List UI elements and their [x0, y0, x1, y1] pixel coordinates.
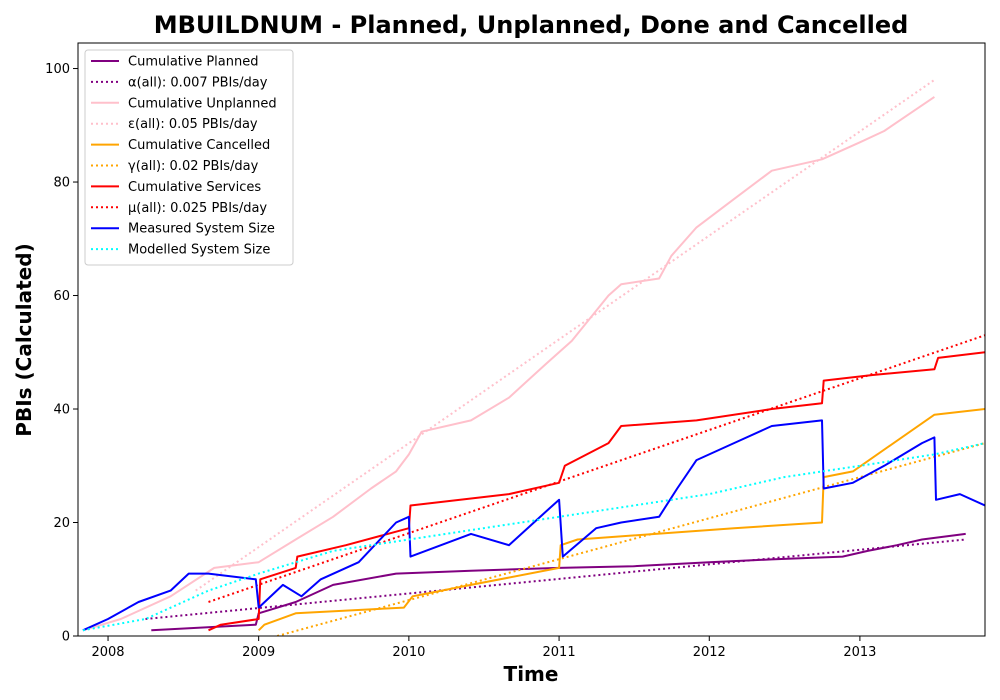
legend-label-cumulative-cancelled: Cumulative Cancelled: [128, 138, 270, 153]
x-tick-label: 2008: [91, 645, 124, 660]
legend: Cumulative Planned α(all): 0.007 PBIs/day…: [84, 49, 294, 266]
series-line-cumulative-unplanned: [82, 96, 935, 632]
series-line-cumulative-cancelled: [257, 408, 985, 632]
y-tick-label: 100: [45, 62, 70, 77]
legend-label-all-0-05-pbis-day: ε(all): 0.05 PBIs/day: [128, 117, 258, 132]
y-axis-label: PBIs (Calculated): [12, 243, 36, 436]
x-tick-label: 2011: [543, 645, 576, 660]
y-tick-label: 80: [53, 176, 70, 191]
chart-title: MBUILDNUM - Planned, Unplanned, Done and…: [154, 11, 909, 39]
plot-frame: [77, 42, 986, 637]
y-tick-label: 60: [53, 289, 70, 304]
series-line-all-0-025-pbis-day: [208, 334, 985, 603]
legend-label-cumulative-planned: Cumulative Planned: [128, 55, 258, 70]
y-tick-label: 0: [62, 630, 70, 645]
legend-label-all-0-025-pbis-day: μ(all): 0.025 PBIs/day: [128, 201, 267, 216]
legend-label-all-0-007-pbis-day: α(all): 0.007 PBIs/day: [128, 75, 268, 90]
legend-label-all-0-02-pbis-day: γ(all): 0.02 PBIs/day: [128, 159, 259, 174]
x-tick-label: 2012: [693, 645, 726, 660]
y-tick-label: 20: [53, 516, 70, 531]
series-line-measured-system-size: [82, 419, 985, 632]
x-tick-label: 2013: [843, 645, 876, 660]
legend-label-cumulative-unplanned: Cumulative Unplanned: [128, 96, 277, 111]
legend-label-cumulative-services: Cumulative Services: [128, 180, 261, 195]
y-tick-label: 40: [53, 403, 70, 418]
legend-label-modelled-system-size: Modelled System Size: [128, 243, 270, 258]
series-line-all-0-007-pbis-day: [145, 538, 966, 620]
series-line-cumulative-services: [208, 351, 985, 632]
x-tick-label: 2009: [242, 645, 275, 660]
legend-label-measured-system-size: Measured System Size: [128, 222, 275, 237]
legend-box: [84, 49, 294, 266]
x-axis-label: Time: [504, 662, 559, 686]
x-tick-label: 2010: [392, 645, 425, 660]
series-line-modelled-system-size: [82, 442, 985, 632]
